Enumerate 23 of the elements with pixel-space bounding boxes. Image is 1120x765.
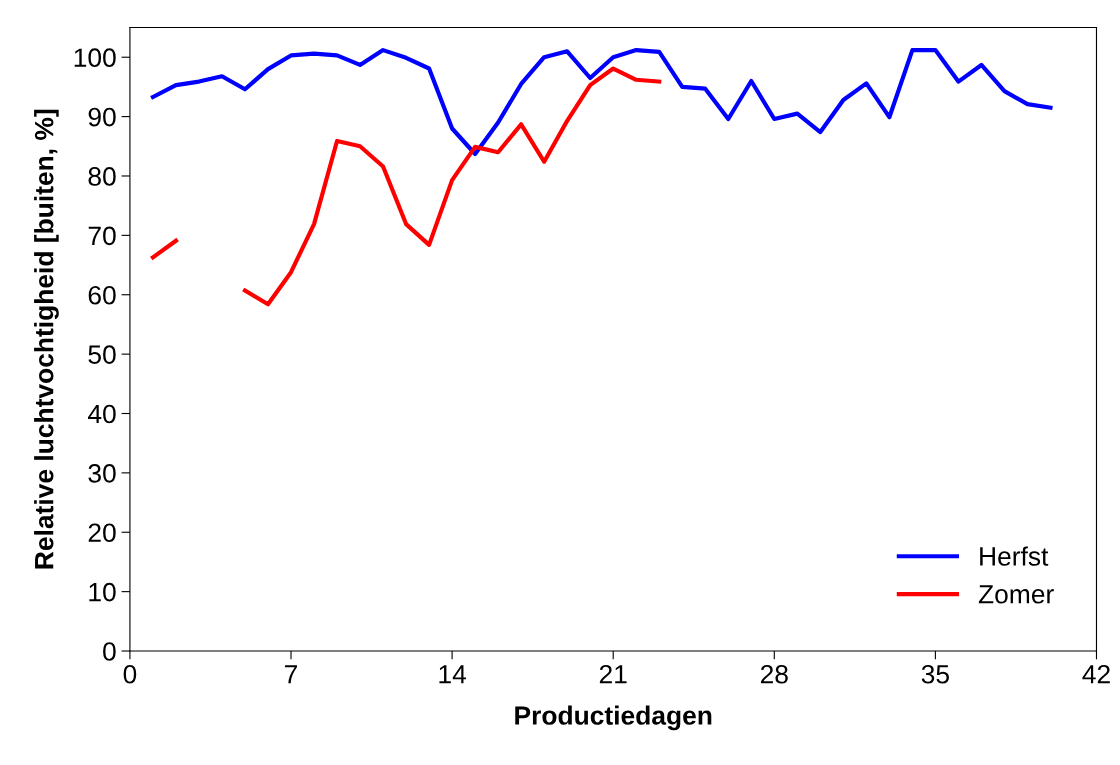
x-tick-label: 7 bbox=[285, 665, 298, 684]
y-tick-label: 100 bbox=[74, 48, 116, 68]
y-tick-label: 20 bbox=[88, 523, 116, 543]
y-axis-title: Relative luchtvochtigheid [buiten, %] bbox=[34, 109, 59, 569]
x-tick-label: 14 bbox=[439, 665, 467, 684]
y-tick-label: 50 bbox=[88, 345, 116, 364]
x-tick-label: 21 bbox=[599, 664, 627, 684]
y-tick-label: 0 bbox=[103, 642, 116, 661]
x-axis-title: Productiedagen bbox=[515, 705, 712, 731]
y-tick-label: 30 bbox=[88, 464, 116, 483]
x-tick-label: 28 bbox=[760, 664, 788, 684]
legend-label: Zomer bbox=[978, 585, 1054, 604]
y-tick-label: 10 bbox=[89, 582, 116, 602]
y-tick-label: 40 bbox=[87, 404, 116, 424]
x-tick-label: 35 bbox=[921, 664, 949, 684]
line-series bbox=[150, 48, 1053, 157]
x-tick-label: 0 bbox=[123, 664, 137, 684]
legend-label: Herfst bbox=[980, 546, 1049, 566]
y-tick-label: 80 bbox=[88, 167, 116, 186]
y-tick-label: 70 bbox=[88, 226, 116, 246]
x-tick-label: 42 bbox=[1082, 664, 1110, 684]
y-tick-label: 60 bbox=[88, 285, 116, 305]
y-tick-label: 90 bbox=[88, 107, 116, 127]
